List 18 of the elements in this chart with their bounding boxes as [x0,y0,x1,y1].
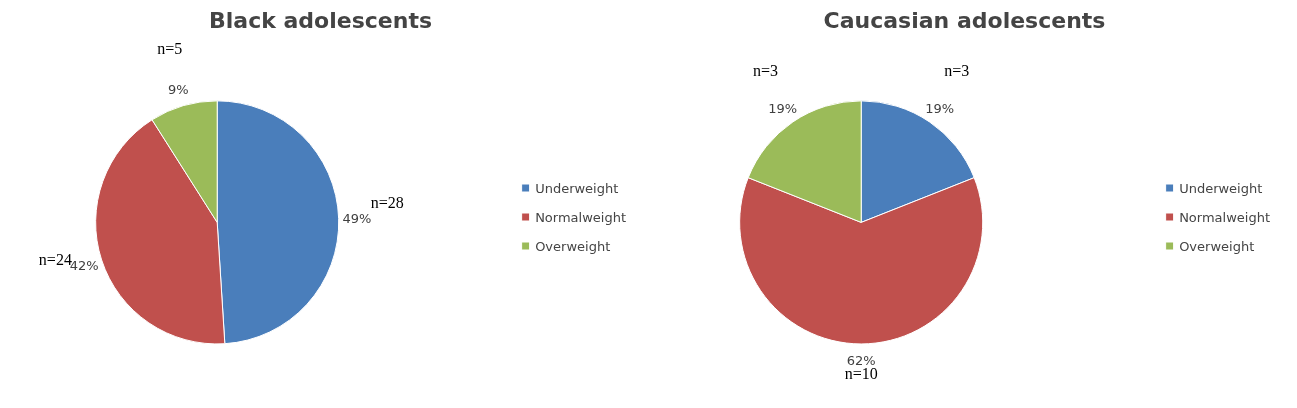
legend-label: Underweight [1179,180,1263,195]
chart-title: Black adolescents [209,7,433,33]
legend-label: Overweight [535,238,611,253]
text: n=5 [157,40,183,58]
text: n=28 [370,194,404,212]
text: n=3 [944,62,970,80]
legend-label: Normalweight [535,209,626,224]
data-label: 9% [167,82,189,98]
data-label: 49% [342,210,372,226]
text: n=10 [844,365,878,383]
legend-label: Overweight [1179,238,1255,253]
text: n=3 [753,62,779,80]
legend-label: Normalweight [1179,209,1270,224]
data-label: 19% [925,100,955,116]
data-label: 19% [768,100,798,116]
legend-label: Underweight [535,180,619,195]
data-label: 62% [846,352,876,368]
chart-title: Caucasian adolescents [823,7,1106,33]
